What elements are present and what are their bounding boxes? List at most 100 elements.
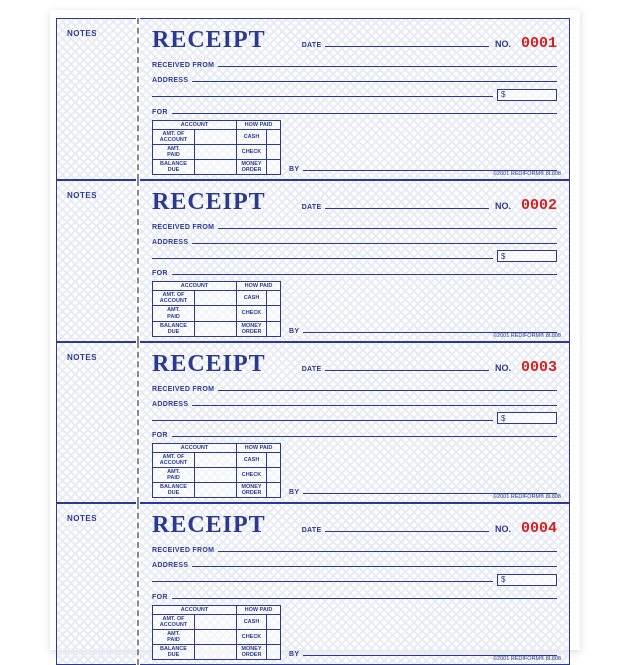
how-paid-header: HOW PAID xyxy=(237,605,281,614)
for-field[interactable] xyxy=(172,427,557,437)
address-field[interactable] xyxy=(192,234,557,244)
how-paid-check[interactable] xyxy=(267,630,281,645)
receipt-stub: NOTES xyxy=(56,503,136,665)
how-paid-check[interactable] xyxy=(267,483,281,498)
amount-box[interactable]: $ xyxy=(497,250,557,262)
account-header: ACCOUNT xyxy=(153,444,237,453)
receipt-body: RECEIPT DATE NO. 0004 RECEIVED FROM ADDR… xyxy=(140,503,570,665)
date-label: DATE xyxy=(302,42,322,49)
how-paid-check[interactable] xyxy=(267,645,281,660)
perforation-line xyxy=(137,180,139,342)
how-paid-check[interactable] xyxy=(267,453,281,468)
account-amount-cell[interactable] xyxy=(195,468,237,483)
account-row-label: AMT. OFACCOUNT xyxy=(153,129,195,144)
receipt-stub: NOTES xyxy=(56,18,136,180)
how-paid-label: MONEYORDER xyxy=(237,645,267,660)
account-table: ACCOUNT HOW PAID AMT. OFACCOUNT CASH AMT… xyxy=(152,605,281,660)
how-paid-check[interactable] xyxy=(267,615,281,630)
account-row-label: AMT.PAID xyxy=(153,468,195,483)
account-amount-cell[interactable] xyxy=(195,483,237,498)
account-header: ACCOUNT xyxy=(153,282,237,291)
date-field[interactable] xyxy=(325,361,489,371)
address-field-2[interactable] xyxy=(152,249,493,259)
account-header: ACCOUNT xyxy=(153,605,237,614)
date-field[interactable] xyxy=(325,522,489,532)
account-amount-cell[interactable] xyxy=(195,159,237,174)
how-paid-label: CHECK xyxy=(237,306,267,321)
how-paid-label: CHECK xyxy=(237,144,267,159)
address-field-2[interactable] xyxy=(152,411,493,421)
receipt-number: 0002 xyxy=(521,197,557,214)
receipt-body: RECEIPT DATE NO. 0001 RECEIVED FROM ADDR… xyxy=(140,18,570,180)
address-label: ADDRESS xyxy=(152,239,188,246)
how-paid-check[interactable] xyxy=(267,306,281,321)
by-field[interactable] xyxy=(303,323,557,333)
amount-box[interactable]: $ xyxy=(497,412,557,424)
account-row-label: BALANCEDUE xyxy=(153,159,195,174)
perforation-line xyxy=(137,342,139,504)
how-paid-label: MONEYORDER xyxy=(237,483,267,498)
account-amount-cell[interactable] xyxy=(195,144,237,159)
account-row-label: AMT.PAID xyxy=(153,306,195,321)
how-paid-check[interactable] xyxy=(267,321,281,336)
date-field[interactable] xyxy=(325,199,489,209)
account-row-label: BALANCEDUE xyxy=(153,483,195,498)
for-field[interactable] xyxy=(172,589,557,599)
address-field-2[interactable] xyxy=(152,87,493,97)
receipt-number: 0003 xyxy=(521,359,557,376)
account-amount-cell[interactable] xyxy=(195,291,237,306)
stub-notes-label: NOTES xyxy=(67,191,97,200)
account-amount-cell[interactable] xyxy=(195,306,237,321)
how-paid-check[interactable] xyxy=(267,291,281,306)
received-from-field[interactable] xyxy=(218,381,557,391)
account-amount-cell[interactable] xyxy=(195,630,237,645)
account-amount-cell[interactable] xyxy=(195,453,237,468)
address-field[interactable] xyxy=(192,396,557,406)
account-amount-cell[interactable] xyxy=(195,321,237,336)
account-table: ACCOUNT HOW PAID AMT. OFACCOUNT CASH AMT… xyxy=(152,120,281,175)
stub-notes-label: NOTES xyxy=(67,353,97,362)
amount-box[interactable]: $ xyxy=(497,89,557,101)
how-paid-check[interactable] xyxy=(267,468,281,483)
receipt: NOTES RECEIPT DATE NO. 0004 RECEIVED FRO… xyxy=(56,503,570,665)
account-header: ACCOUNT xyxy=(153,120,237,129)
amount-box[interactable]: $ xyxy=(497,574,557,586)
for-field[interactable] xyxy=(172,104,557,114)
receipt-book-page: NOTES RECEIPT DATE NO. 0001 RECEIVED FRO… xyxy=(50,10,580,650)
account-amount-cell[interactable] xyxy=(195,615,237,630)
receipt-stub: NOTES xyxy=(56,180,136,342)
receipt: NOTES RECEIPT DATE NO. 0003 RECEIVED FRO… xyxy=(56,342,570,504)
date-label: DATE xyxy=(302,366,322,373)
account-row-label: BALANCEDUE xyxy=(153,321,195,336)
by-field[interactable] xyxy=(303,646,557,656)
by-label: BY xyxy=(289,328,299,335)
account-amount-cell[interactable] xyxy=(195,129,237,144)
how-paid-header: HOW PAID xyxy=(237,444,281,453)
receipt-number: 0001 xyxy=(521,35,557,52)
for-field[interactable] xyxy=(172,265,557,275)
received-from-field[interactable] xyxy=(218,219,557,229)
how-paid-check[interactable] xyxy=(267,129,281,144)
received-from-label: RECEIVED FROM xyxy=(152,224,214,231)
by-label: BY xyxy=(289,166,299,173)
how-paid-check[interactable] xyxy=(267,144,281,159)
address-field[interactable] xyxy=(192,557,557,567)
received-from-field[interactable] xyxy=(218,542,557,552)
receipt-body: RECEIPT DATE NO. 0002 RECEIVED FROM ADDR… xyxy=(140,180,570,342)
by-field[interactable] xyxy=(303,161,557,171)
by-field[interactable] xyxy=(303,484,557,494)
how-paid-header: HOW PAID xyxy=(237,120,281,129)
date-field[interactable] xyxy=(325,37,489,47)
address-field-2[interactable] xyxy=(152,572,493,582)
number-label: NO. xyxy=(495,524,511,534)
how-paid-check[interactable] xyxy=(267,159,281,174)
number-label: NO. xyxy=(495,201,511,211)
received-from-field[interactable] xyxy=(218,57,557,67)
how-paid-label: CASH xyxy=(237,129,267,144)
account-row-label: AMT.PAID xyxy=(153,630,195,645)
receipt: NOTES RECEIPT DATE NO. 0002 RECEIVED FRO… xyxy=(56,180,570,342)
how-paid-label: MONEYORDER xyxy=(237,321,267,336)
how-paid-label: CHECK xyxy=(237,630,267,645)
account-amount-cell[interactable] xyxy=(195,645,237,660)
address-field[interactable] xyxy=(192,72,557,82)
